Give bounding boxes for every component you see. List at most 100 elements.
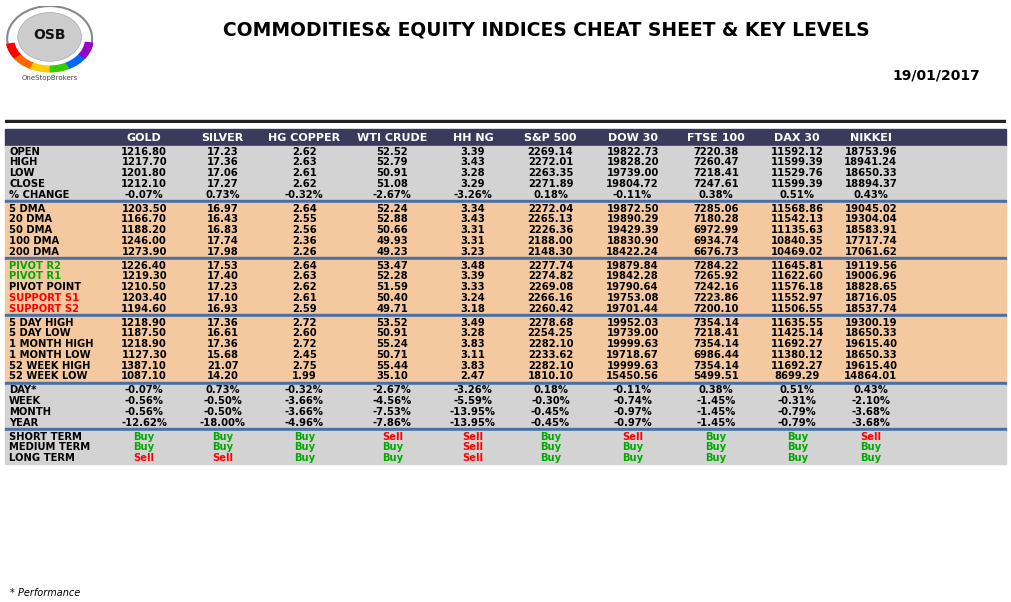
Bar <box>5 189 1006 200</box>
Text: 1203.40: 1203.40 <box>121 293 167 303</box>
Text: 7265.92: 7265.92 <box>694 272 739 281</box>
Text: Buy: Buy <box>133 432 155 442</box>
Bar <box>5 214 1006 225</box>
Text: Buy: Buy <box>294 442 314 453</box>
Text: 35.10: 35.10 <box>376 371 408 381</box>
Text: 11380.12: 11380.12 <box>770 350 824 360</box>
Text: 0.38%: 0.38% <box>699 190 734 199</box>
Text: 17717.74: 17717.74 <box>844 236 897 246</box>
Text: Sell: Sell <box>462 432 483 442</box>
Text: 49.93: 49.93 <box>376 236 408 246</box>
Text: 2233.62: 2233.62 <box>528 350 573 360</box>
Text: 19615.40: 19615.40 <box>844 361 898 371</box>
Text: 19045.02: 19045.02 <box>844 203 897 214</box>
Text: 1201.80: 1201.80 <box>121 168 167 178</box>
Text: 3.83: 3.83 <box>461 339 485 349</box>
Text: 14.20: 14.20 <box>207 371 239 381</box>
Text: 7220.38: 7220.38 <box>694 146 739 157</box>
Text: -4.96%: -4.96% <box>285 418 324 427</box>
Text: 2.64: 2.64 <box>292 261 316 271</box>
Text: 8699.29: 8699.29 <box>774 371 820 381</box>
Text: 0.43%: 0.43% <box>853 190 889 199</box>
Text: 2.61: 2.61 <box>292 293 316 303</box>
Text: PIVOT R2: PIVOT R2 <box>9 261 61 271</box>
Text: 5 DMA: 5 DMA <box>9 203 45 214</box>
Text: 1 MONTH LOW: 1 MONTH LOW <box>9 350 91 360</box>
Text: 50.71: 50.71 <box>376 350 408 360</box>
Text: 18894.37: 18894.37 <box>844 179 897 189</box>
Wedge shape <box>67 54 85 68</box>
Bar <box>5 396 1006 406</box>
Text: 11635.55: 11635.55 <box>770 318 824 327</box>
Bar <box>5 260 1006 271</box>
Text: Buy: Buy <box>382 453 403 463</box>
Text: 52.24: 52.24 <box>376 203 408 214</box>
Text: 2.72: 2.72 <box>292 318 316 327</box>
Text: 18941.24: 18941.24 <box>844 157 898 167</box>
Text: SUPPORT S2: SUPPORT S2 <box>9 303 79 314</box>
Text: 18422.24: 18422.24 <box>607 247 659 256</box>
Text: 11599.39: 11599.39 <box>771 157 824 167</box>
Text: -0.74%: -0.74% <box>613 396 652 406</box>
Text: 2272.01: 2272.01 <box>528 157 573 167</box>
Text: Buy: Buy <box>787 432 808 442</box>
Text: -2.67%: -2.67% <box>373 190 411 199</box>
Bar <box>5 417 1006 428</box>
Wedge shape <box>51 63 70 72</box>
Text: 2260.42: 2260.42 <box>528 303 573 314</box>
Text: 15.68: 15.68 <box>206 350 239 360</box>
Text: 6934.74: 6934.74 <box>694 236 739 246</box>
Text: 19615.40: 19615.40 <box>844 339 898 349</box>
Text: 2.62: 2.62 <box>292 146 316 157</box>
Text: Sell: Sell <box>382 432 403 442</box>
Text: Buy: Buy <box>860 442 882 453</box>
Text: 1218.90: 1218.90 <box>121 339 167 349</box>
Text: 11568.86: 11568.86 <box>770 203 824 214</box>
Text: 19429.39: 19429.39 <box>607 225 659 235</box>
Text: 3.33: 3.33 <box>461 282 485 292</box>
Text: 2254.25: 2254.25 <box>528 329 573 338</box>
Text: 49.71: 49.71 <box>376 303 408 314</box>
Text: -0.11%: -0.11% <box>613 385 652 396</box>
Text: OneStopBrokers: OneStopBrokers <box>21 75 78 81</box>
Bar <box>5 293 1006 303</box>
Text: 52.79: 52.79 <box>377 157 408 167</box>
Text: 2.55: 2.55 <box>292 214 316 225</box>
Text: 1216.80: 1216.80 <box>121 146 167 157</box>
Text: 2278.68: 2278.68 <box>528 318 573 327</box>
Text: 0.18%: 0.18% <box>533 190 568 199</box>
Text: FTSE 100: FTSE 100 <box>687 133 745 143</box>
Text: 21.07: 21.07 <box>207 361 239 371</box>
Text: -3.26%: -3.26% <box>454 190 492 199</box>
Text: Sell: Sell <box>133 453 155 463</box>
Text: 2.75: 2.75 <box>292 361 316 371</box>
Text: -0.79%: -0.79% <box>777 418 817 427</box>
Text: 7354.14: 7354.14 <box>694 361 739 371</box>
Text: 2.72: 2.72 <box>292 339 316 349</box>
Text: 17.23: 17.23 <box>207 282 239 292</box>
Text: -1.45%: -1.45% <box>697 418 736 427</box>
Text: 19872.50: 19872.50 <box>607 203 659 214</box>
Text: 2.62: 2.62 <box>292 282 316 292</box>
Text: 2274.82: 2274.82 <box>528 272 573 281</box>
Text: 53.47: 53.47 <box>376 261 408 271</box>
Text: 19753.08: 19753.08 <box>607 293 659 303</box>
Text: 2282.10: 2282.10 <box>528 361 573 371</box>
Text: 2.62: 2.62 <box>292 179 316 189</box>
Bar <box>5 442 1006 453</box>
Text: PIVOT POINT: PIVOT POINT <box>9 282 81 292</box>
Bar <box>5 328 1006 339</box>
Bar <box>5 120 1006 122</box>
Text: -13.95%: -13.95% <box>450 418 496 427</box>
Text: 17.74: 17.74 <box>207 236 239 246</box>
Text: 17.36: 17.36 <box>207 157 239 167</box>
Text: 2.64: 2.64 <box>292 203 316 214</box>
Text: 14864.01: 14864.01 <box>844 371 898 381</box>
Text: 1218.90: 1218.90 <box>121 318 167 327</box>
Text: 0.51%: 0.51% <box>779 385 815 396</box>
Text: MEDIUM TERM: MEDIUM TERM <box>9 442 90 453</box>
Text: -0.32%: -0.32% <box>285 190 324 199</box>
Text: -0.56%: -0.56% <box>124 407 164 417</box>
Text: 2263.35: 2263.35 <box>528 168 573 178</box>
Text: 0.73%: 0.73% <box>205 190 240 199</box>
